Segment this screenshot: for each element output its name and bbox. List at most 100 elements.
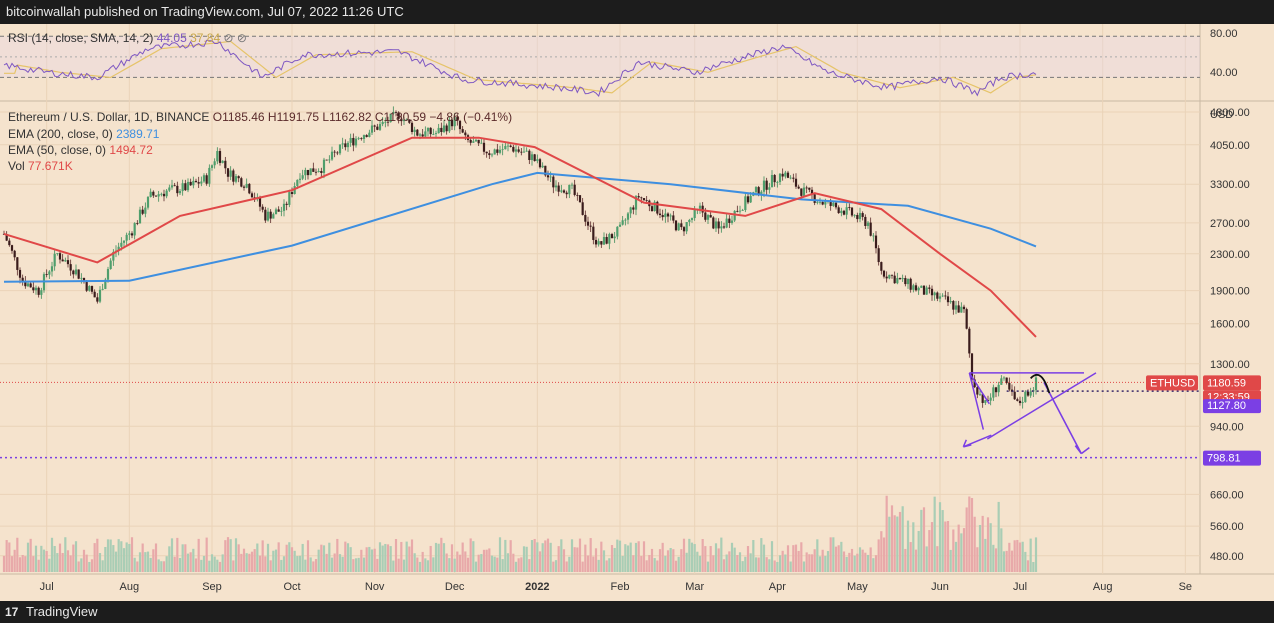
- volume-bar: [562, 549, 566, 572]
- candle-body: [757, 187, 760, 196]
- candle-body: [18, 269, 22, 278]
- candle-body: [488, 153, 491, 156]
- chart-canvas[interactable]: RSI (14, close, SMA, 14, 2) 44.05 37.84 …: [0, 24, 1274, 601]
- candle-body: [621, 220, 624, 225]
- candle-body: [898, 278, 902, 280]
- candle-body: [517, 149, 520, 152]
- tradingview-logo-icon[interactable]: 17: [5, 605, 19, 619]
- candle-body: [248, 183, 251, 194]
- volume-bar: [26, 542, 30, 572]
- volume-bar: [768, 559, 771, 572]
- candle-body: [936, 292, 939, 299]
- candle-body: [453, 117, 456, 127]
- volume-bar: [34, 545, 38, 572]
- volume-bar: [634, 542, 638, 572]
- volume-bar: [872, 558, 875, 572]
- volume-bar: [941, 510, 944, 572]
- volume-bar: [325, 553, 328, 572]
- candle-body: [472, 141, 475, 143]
- volume-bar: [202, 555, 206, 572]
- candle-body: [1021, 402, 1024, 404]
- candle-body: [640, 197, 643, 199]
- candle-body: [186, 181, 190, 191]
- volume-bar: [773, 560, 776, 572]
- volume-bar: [560, 539, 563, 572]
- price-tick-label: 3300.00: [1210, 179, 1250, 191]
- volume-bar: [520, 557, 523, 572]
- volume-bar: [365, 547, 368, 572]
- volume-bar: [264, 556, 267, 572]
- time-tick-label: Jun: [931, 581, 949, 593]
- candle-body: [837, 207, 840, 214]
- candle-body: [722, 226, 726, 228]
- volume-bar: [213, 556, 216, 572]
- volume-bar: [74, 541, 78, 572]
- volume-bar: [194, 558, 198, 572]
- volume-bar: [1000, 528, 1003, 572]
- candle-body: [704, 212, 707, 220]
- volume-bar: [24, 556, 27, 572]
- candle-body: [530, 154, 534, 161]
- symbol-badge-bg: [1146, 375, 1198, 391]
- time-tick-label: Se: [1179, 581, 1192, 593]
- candle-body: [386, 121, 390, 123]
- volume-bar: [578, 538, 582, 572]
- volume-bar: [154, 543, 158, 572]
- volume-bar: [850, 548, 854, 572]
- candle-body: [434, 133, 438, 135]
- last-price-badge: 1180.59: [1207, 377, 1246, 389]
- time-tick-label: Mar: [685, 581, 704, 593]
- candle-body: [274, 209, 278, 215]
- volume-bar: [290, 547, 294, 572]
- volume-bar: [885, 495, 888, 572]
- candle-body: [816, 202, 819, 203]
- price-tick-label: 560.00: [1210, 521, 1244, 533]
- volume-bar: [688, 538, 691, 572]
- volume-bar: [584, 544, 587, 572]
- volume-bar: [488, 548, 491, 572]
- volume-bar: [301, 543, 304, 572]
- volume-bar: [232, 560, 235, 572]
- volume-bar: [461, 542, 464, 572]
- volume-bar: [608, 558, 611, 572]
- candle-body: [128, 233, 131, 235]
- candle-body: [482, 142, 486, 152]
- candle-body: [666, 213, 670, 217]
- volume-bar: [186, 553, 190, 572]
- volume-bar: [450, 544, 454, 572]
- candle-body: [48, 271, 51, 275]
- volume-bar: [741, 561, 744, 572]
- candle-body: [1024, 391, 1027, 403]
- candle-body: [701, 205, 704, 213]
- volume-bar: [904, 548, 907, 572]
- volume-bar: [821, 549, 824, 572]
- volume-bar: [965, 507, 968, 572]
- candle-body: [133, 223, 136, 236]
- candle-body: [674, 220, 678, 231]
- candle-body: [88, 286, 91, 291]
- candle-body: [402, 119, 406, 122]
- volume-bar: [162, 561, 166, 572]
- candle-body: [549, 176, 552, 178]
- volume-bar: [90, 559, 94, 572]
- candle-body: [346, 142, 350, 148]
- volume-bar: [533, 538, 536, 572]
- volume-bar: [709, 546, 712, 572]
- candle-body: [16, 257, 19, 270]
- volume-bar: [320, 544, 323, 572]
- candle-body: [690, 218, 694, 220]
- volume-bar: [877, 539, 880, 572]
- volume-bar: [704, 546, 707, 572]
- candles: [2, 106, 1038, 409]
- volume-bar: [61, 553, 64, 572]
- candle-body: [365, 135, 368, 137]
- pattern-drawings[interactable]: [0, 372, 1200, 459]
- candle-body: [650, 206, 654, 212]
- volume-bar: [1008, 542, 1011, 572]
- last-price-badge-bg: [1203, 375, 1261, 391]
- price-tick-label: 2300.00: [1210, 249, 1250, 261]
- volume-bar: [925, 546, 928, 572]
- volume-bar: [530, 540, 534, 572]
- volume-bar: [18, 557, 22, 572]
- tradingview-brand[interactable]: TradingView: [26, 604, 98, 619]
